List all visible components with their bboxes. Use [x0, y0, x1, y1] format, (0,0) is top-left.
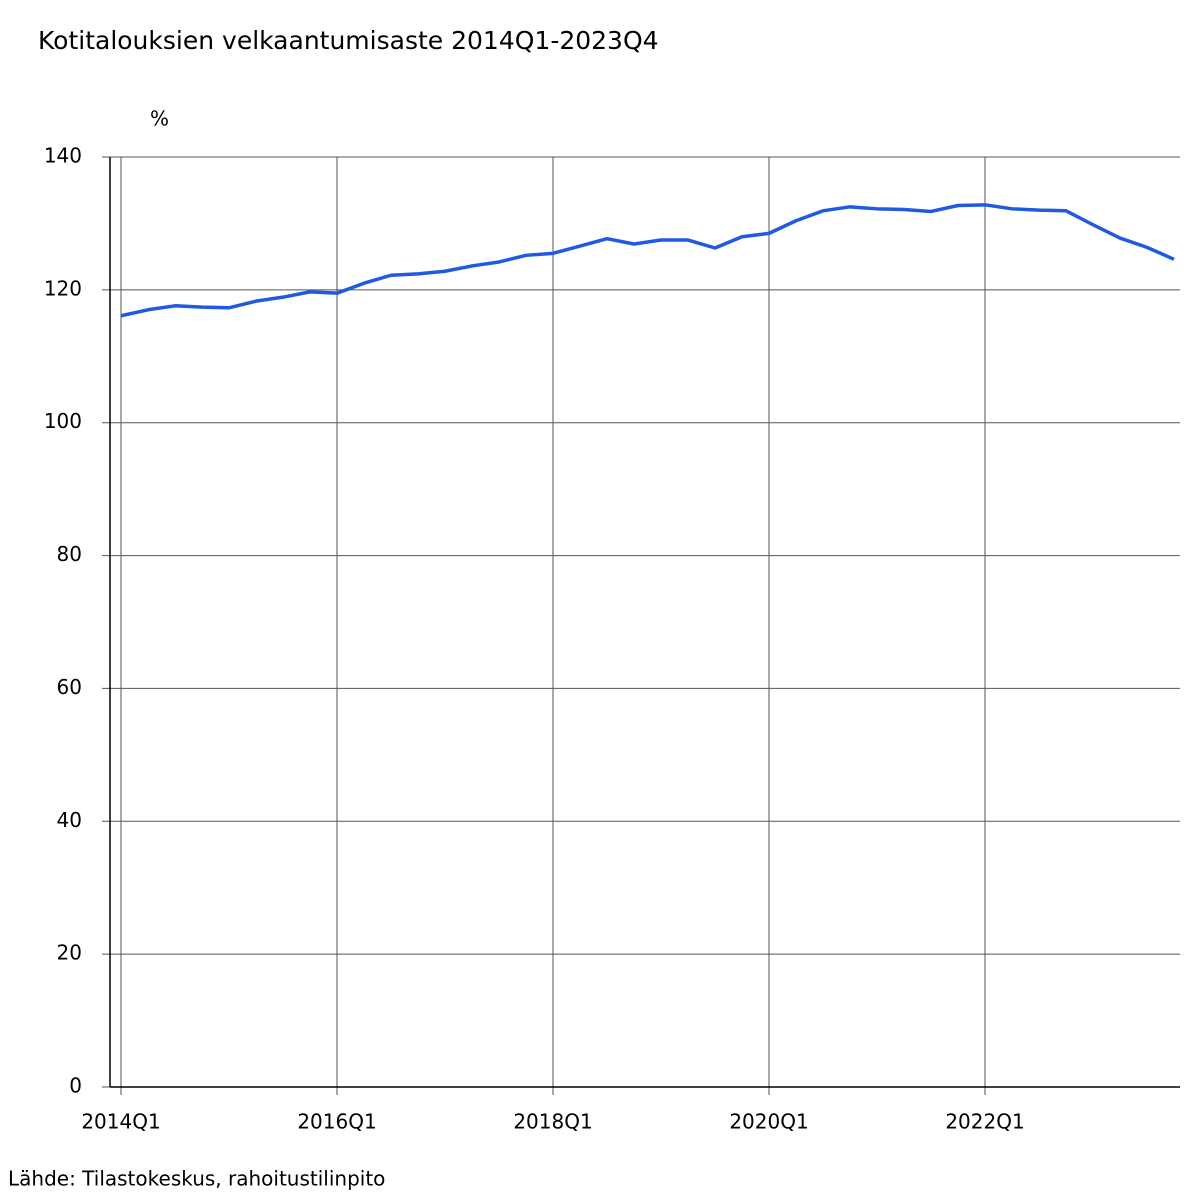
data-line [120, 203, 1175, 318]
y-tick-label: 0 [69, 1074, 82, 1098]
y-tick-label: 100 [44, 409, 82, 433]
y-tick-label: 140 [44, 144, 82, 168]
x-tick-label: 2022Q1 [945, 1110, 1024, 1134]
y-tick-label: 120 [44, 276, 82, 300]
y-tick-label: 60 [57, 675, 82, 699]
x-tick-label: 2014Q1 [81, 1110, 160, 1134]
y-axis-label: % [150, 107, 169, 131]
y-tick-label: 20 [57, 941, 82, 965]
y-tick-label: 40 [57, 808, 82, 832]
y-tick-label: 80 [57, 542, 82, 566]
x-tick-label: 2020Q1 [729, 1110, 808, 1134]
x-tick-label: 2018Q1 [513, 1110, 592, 1134]
source-note: Lähde: Tilastokeskus, rahoitustilinpito [8, 1167, 385, 1191]
x-tick-label: 2016Q1 [297, 1110, 376, 1134]
chart-title: Kotitalouksien velkaantumisaste 2014Q1-2… [38, 26, 659, 55]
